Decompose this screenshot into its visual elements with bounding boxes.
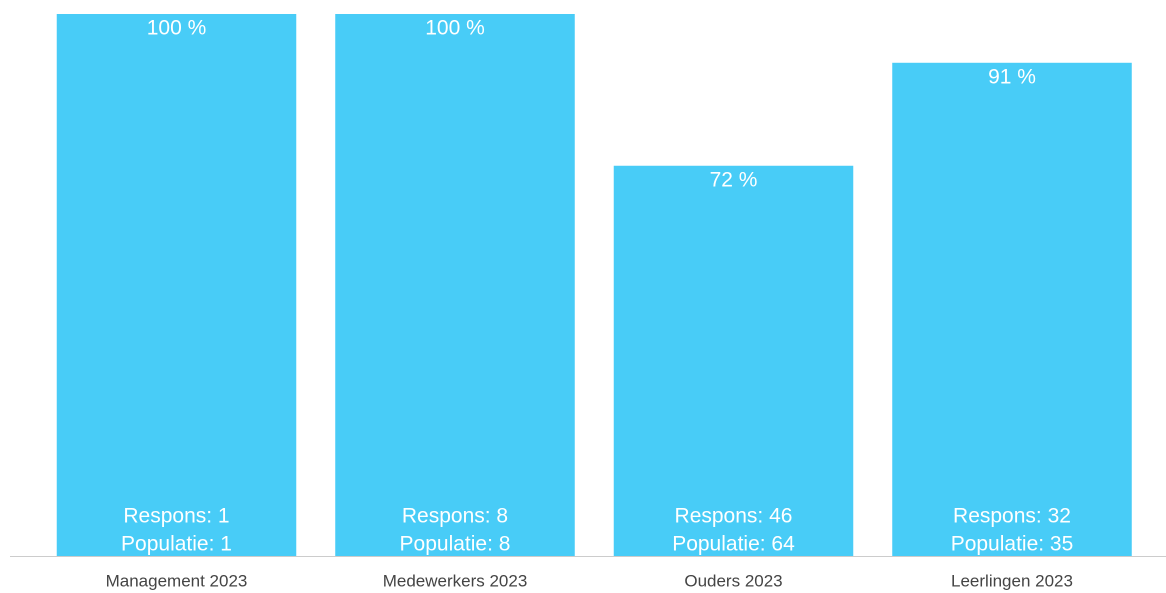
bar-annotation: Respons: 32 — [953, 505, 1071, 528]
bar-annotation: Populatie: 35 — [951, 533, 1074, 556]
x-tick-label: Management 2023 — [106, 571, 248, 590]
value-label: 91 % — [988, 65, 1036, 88]
bar-annotation: Respons: 46 — [675, 505, 793, 528]
value-label: 72 % — [710, 168, 758, 191]
bar-annotation: Populatie: 1 — [121, 533, 232, 556]
bar-annotation: Populatie: 64 — [672, 533, 795, 556]
bar-annotation: Respons: 1 — [123, 505, 229, 528]
bar — [892, 62, 1132, 556]
x-tick-label: Leerlingen 2023 — [951, 571, 1073, 590]
bar — [613, 165, 854, 556]
x-tick-label: Medewerkers 2023 — [383, 571, 528, 590]
value-label: 100 % — [147, 17, 207, 40]
bar — [56, 14, 297, 556]
x-tick-label: Ouders 2023 — [684, 571, 782, 590]
value-label: 100 % — [425, 17, 485, 40]
bar-annotation: Respons: 8 — [402, 505, 508, 528]
bar-annotation: Populatie: 8 — [400, 533, 511, 556]
bar — [335, 14, 575, 556]
